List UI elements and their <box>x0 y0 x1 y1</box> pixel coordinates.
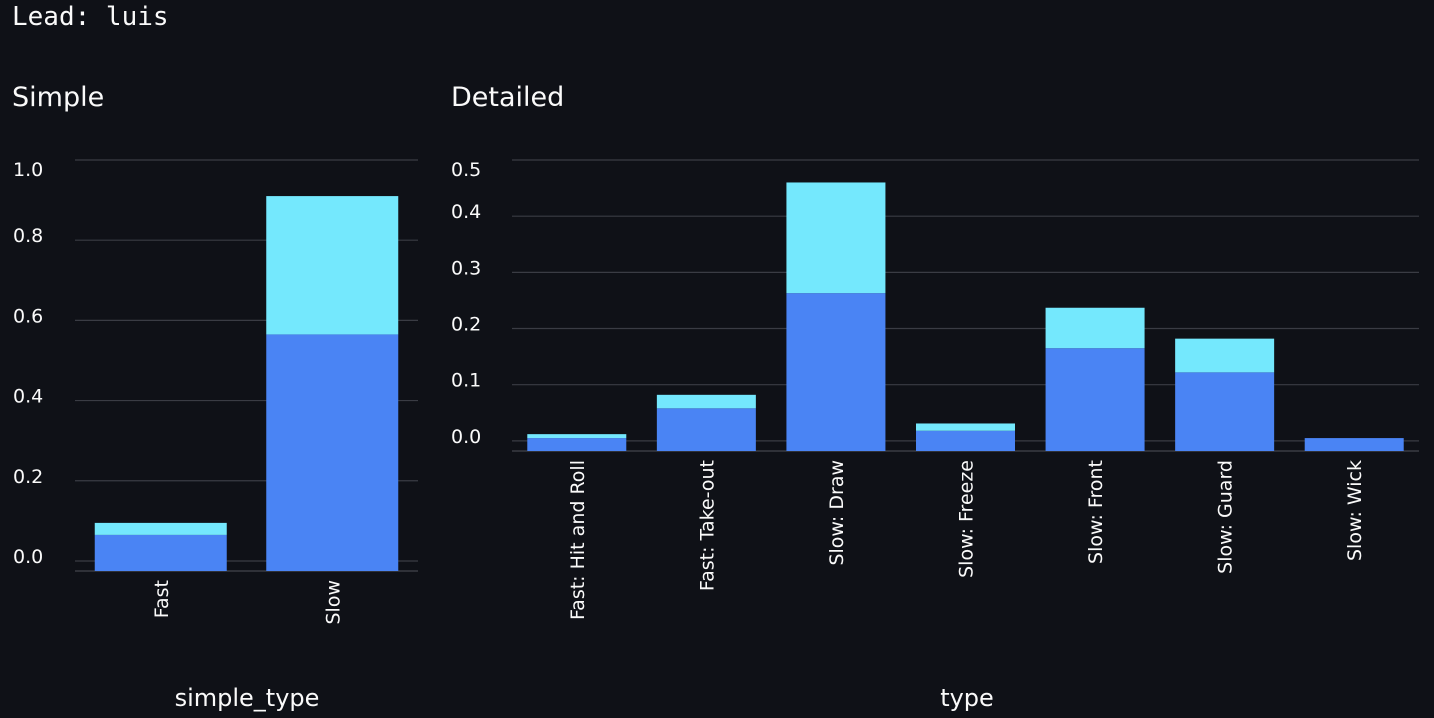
detailed-category-label: Fast: Take-out <box>696 460 718 591</box>
detailed-x-axis-title: type <box>940 684 994 712</box>
detailed-bar-bottom <box>786 293 886 451</box>
simple-category-label: Slow <box>322 580 344 625</box>
simple-bar-bottom <box>266 334 399 571</box>
detailed-ytick-label: 0.4 <box>451 201 481 223</box>
detailed-bar-top <box>1045 307 1145 349</box>
simple-chart-title: Simple <box>12 82 105 113</box>
detailed-chart-title: Detailed <box>451 82 565 113</box>
detailed-bar-bottom <box>1175 372 1275 451</box>
simple-ytick-label: 0.6 <box>13 305 43 327</box>
detailed-bar-top <box>916 423 1015 431</box>
detailed-bar-bottom <box>656 408 756 451</box>
simple-ytick-label: 1.0 <box>13 159 43 181</box>
detailed-category-label: Slow: Draw <box>826 460 848 566</box>
simple-bar-top <box>94 522 227 535</box>
detailed-category-label: Slow: Front <box>1085 460 1107 564</box>
detailed-bar-bottom <box>1045 348 1145 451</box>
detailed-bar-bottom <box>1304 438 1404 451</box>
detailed-category-label: Slow: Freeze <box>956 460 978 578</box>
detailed-ytick-label: 0.0 <box>451 426 481 448</box>
detailed-ytick-label: 0.2 <box>451 314 481 336</box>
detailed-ytick-label: 0.3 <box>451 257 481 279</box>
detailed-category-label: Slow: Guard <box>1215 460 1237 574</box>
detailed-bar-top <box>527 434 627 439</box>
detailed-bar-top <box>656 394 756 409</box>
detailed-bar-bottom <box>916 430 1015 451</box>
lead-label: Lead: luis <box>12 2 169 32</box>
simple-bar-top <box>266 196 399 335</box>
simple-ytick-label: 0.4 <box>13 386 43 408</box>
detailed-bar-top <box>1175 338 1275 373</box>
detailed-bar-top <box>786 182 886 294</box>
detailed-ytick-label: 0.5 <box>451 159 481 181</box>
simple-category-label: Fast <box>151 580 173 618</box>
detailed-category-label: Slow: Wick <box>1344 460 1366 561</box>
simple-x-axis-title: simple_type <box>175 684 320 712</box>
simple-bar-bottom <box>94 534 227 571</box>
simple-ytick-label: 0.8 <box>13 225 43 247</box>
simple-ytick-label: 0.2 <box>13 466 43 488</box>
detailed-ytick-label: 0.1 <box>451 370 481 392</box>
detailed-bar-bottom <box>527 438 627 451</box>
simple-ytick-label: 0.0 <box>13 546 43 568</box>
detailed-category-label: Fast: Hit and Roll <box>567 460 589 620</box>
